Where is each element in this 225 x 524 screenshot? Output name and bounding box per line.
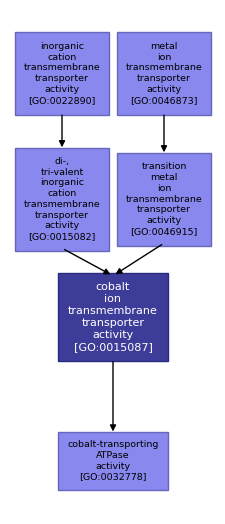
FancyBboxPatch shape [15,32,108,115]
FancyBboxPatch shape [15,148,108,250]
FancyBboxPatch shape [57,274,168,362]
FancyBboxPatch shape [57,432,168,489]
Text: metal
ion
transmembrane
transporter
activity
[GO:0046873]: metal ion transmembrane transporter acti… [125,42,201,105]
Text: cobalt-transporting
ATPase
activity
[GO:0032778]: cobalt-transporting ATPase activity [GO:… [67,440,158,482]
Text: di-,
tri-valent
inorganic
cation
transmembrane
transporter
activity
[GO:0015082]: di-, tri-valent inorganic cation transme… [24,157,100,241]
Text: transition
metal
ion
transmembrane
transporter
activity
[GO:0046915]: transition metal ion transmembrane trans… [125,162,201,236]
Text: cobalt
ion
transmembrane
transporter
activity
[GO:0015087]: cobalt ion transmembrane transporter act… [68,282,157,352]
FancyBboxPatch shape [117,152,210,246]
Text: inorganic
cation
transmembrane
transporter
activity
[GO:0022890]: inorganic cation transmembrane transport… [24,42,100,105]
FancyBboxPatch shape [117,32,210,115]
